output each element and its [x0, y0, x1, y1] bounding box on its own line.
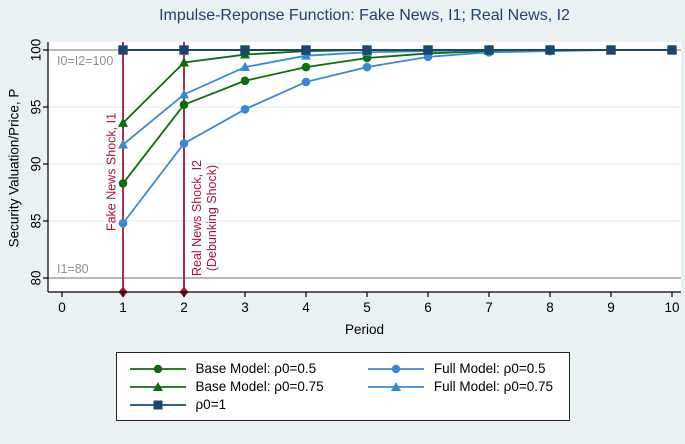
x-tick-label-0: 0 [58, 300, 66, 315]
x-tick-label-3: 3 [241, 300, 249, 315]
series-marker-base-model-0-0-75 [118, 117, 128, 127]
legend-marker-triangle-icon [152, 381, 163, 391]
plot-background [48, 42, 681, 292]
plot-area: I0=I2=100 I1=80 80 85 90 95 100 0 1 2 3 4 5 6 7 8 9 10 [29, 39, 681, 315]
legend-swatch-circle-icon [367, 364, 424, 373]
legend-marker-triangle-icon [390, 381, 401, 391]
series-marker-0-1 [667, 45, 677, 55]
y-tick-label-100: 100 [29, 39, 44, 62]
series-marker-full-model-0-0-75 [118, 139, 128, 149]
legend-swatch-triangle-icon [367, 381, 424, 391]
legend-marker-circle-icon [153, 364, 162, 373]
x-tick-label-10: 10 [664, 300, 679, 315]
series-marker-0-1 [362, 45, 372, 55]
legend-label-full-model-0-0-75: Full Model: ρ0=0.75 [433, 379, 553, 394]
series-marker-base-model-0-0-5 [118, 179, 128, 188]
x-tick-label-1: 1 [119, 300, 127, 315]
y-tick-label-90: 90 [29, 156, 44, 171]
x-tick-label-9: 9 [607, 300, 615, 315]
series-marker-full-model-0-0-75 [240, 61, 250, 71]
series-marker-0-1 [484, 45, 494, 55]
legend-label-0-1: ρ0=1 [195, 397, 227, 412]
legend-label-base-model-0-0-75: Base Model: ρ0=0.75 [195, 379, 324, 394]
series-marker-0-1 [240, 45, 250, 55]
legend-item-base-model-0-0-75: Base Model: ρ0=0.75 [129, 379, 341, 394]
x-axis-title: Period [344, 322, 385, 337]
x-tick-label-7: 7 [485, 300, 493, 315]
y-tick-label-80: 80 [29, 270, 44, 285]
series-marker-base-model-0-0-5 [179, 100, 189, 110]
legend-item-0-1: ρ0=1 [129, 397, 341, 412]
y-tick-label-85: 85 [29, 213, 44, 228]
series-marker-full-model-0-0-5 [240, 104, 250, 114]
series-marker-full-model-0-0-5 [118, 218, 128, 228]
legend-label-full-model-0-0-5: Full Model: ρ0=0.5 [433, 361, 546, 376]
legend-label-base-model-0-0-5: Base Model: ρ0=0.5 [195, 361, 317, 376]
reference-line-label-100: I0=I2=100 [57, 54, 113, 68]
x-tick-label-4: 4 [302, 300, 310, 315]
series-marker-0-1 [301, 45, 311, 55]
series-marker-full-model-0-0-5 [179, 139, 189, 148]
series-marker-0-1 [545, 45, 555, 55]
legend-marker-square-icon [153, 400, 162, 409]
series-marker-0-1 [118, 45, 128, 55]
series-marker-full-model-0-0-5 [362, 62, 372, 72]
legend-item-base-model-0-0-5: Base Model: ρ0=0.5 [129, 361, 341, 376]
series-marker-full-model-0-0-75 [301, 50, 311, 60]
legend-swatch-circle-icon [129, 364, 186, 373]
legend-item-full-model-0-0-75: Full Model: ρ0=0.75 [367, 379, 557, 394]
chart-title: Impulse-Reponse Function: Fake News, I1;… [159, 7, 570, 24]
event-line-label-2: Real News Shock, I2 (Debunking Shock) [190, 159, 219, 277]
series-marker-full-model-0-0-75 [179, 89, 189, 99]
legend-item-full-model-0-0-5: Full Model: ρ0=0.5 [367, 361, 557, 376]
legend: Base Model: ρ0=0.5 Full Model: ρ0=0.5 Base… [115, 352, 570, 421]
x-tick-label-6: 6 [424, 300, 432, 315]
series-marker-base-model-0-0-5 [240, 76, 250, 86]
x-tick-label-2: 2 [180, 300, 188, 315]
legend-swatch-triangle-icon [129, 381, 186, 391]
series-marker-base-model-0-0-75 [179, 57, 189, 67]
series-marker-base-model-0-0-5 [301, 62, 311, 72]
series-marker-0-1 [423, 45, 433, 55]
legend-marker-circle-icon [391, 364, 401, 373]
y-tick-label-95: 95 [29, 99, 44, 114]
event-line-label-1: Fake News Shock, I1 [104, 112, 119, 232]
reference-line-label-80: I1=80 [57, 262, 89, 276]
series-marker-0-1 [179, 45, 189, 55]
series-marker-full-model-0-0-5 [301, 77, 311, 87]
series-marker-0-1 [606, 45, 616, 55]
x-tick-label-8: 8 [546, 300, 554, 315]
legend-swatch-square-icon [129, 400, 186, 409]
x-tick-label-5: 5 [363, 300, 371, 315]
